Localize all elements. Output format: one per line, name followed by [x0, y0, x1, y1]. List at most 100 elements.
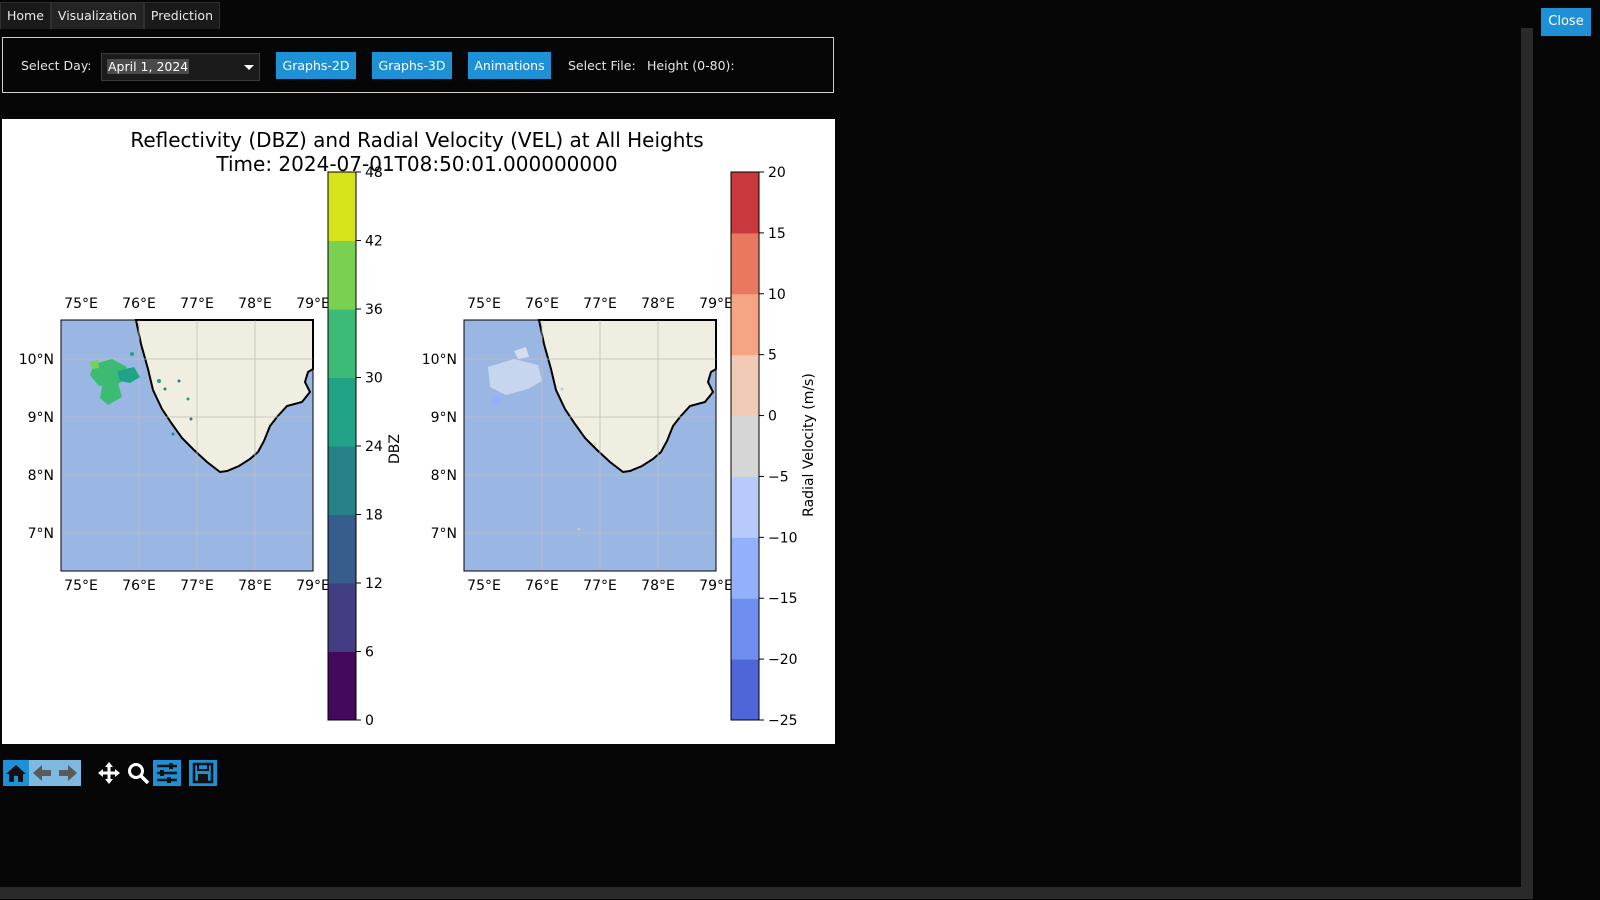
dbz-land	[134, 319, 314, 474]
dbz-colorbar-segment	[328, 446, 356, 515]
tab-bar: Home Visualization Prediction	[0, 0, 220, 30]
vel-top-xtick: 79°E	[699, 296, 733, 312]
vel-colorbar-tick-label: 5	[768, 348, 777, 364]
dbz-bottom-xtick: 79°E	[296, 578, 330, 594]
vel-colorbar-segment	[731, 598, 759, 660]
dbz-top-xtick: 78°E	[238, 296, 272, 312]
dbz-ytick: 9°N	[28, 410, 54, 426]
controls-frame	[2, 37, 834, 93]
day-select[interactable]: April 1, 2024	[101, 53, 260, 81]
dbz-colorbar-tick-label: 36	[365, 302, 383, 318]
vel-bottom-xtick: 78°E	[641, 578, 675, 594]
vel-bottom-xtick: 75°E	[467, 578, 501, 594]
dbz-colorbar-tick-label: 12	[365, 576, 383, 592]
vel-colorbar: −25 −20 −15 −10 −5 0 5 10 15 20	[730, 165, 798, 729]
dbz-colorbar-tick-label: 18	[365, 508, 383, 524]
graphs-3d-button[interactable]: Graphs-3D	[372, 52, 452, 79]
animations-button[interactable]: Animations	[468, 52, 551, 79]
vel-bottom-xtick: 76°E	[525, 578, 559, 594]
home-icon[interactable]	[3, 760, 29, 786]
dbz-bottom-xtick: 75°E	[64, 578, 98, 594]
vel-land	[537, 319, 717, 474]
configure-subplots-icon[interactable]	[153, 760, 181, 786]
vel-top-xtick: 77°E	[583, 296, 617, 312]
dbz-bottom-xtick: 77°E	[180, 578, 214, 594]
dbz-ytick: 7°N	[28, 526, 54, 542]
tab-home[interactable]: Home	[0, 2, 51, 29]
dbz-colorbar-tick-label: 6	[365, 645, 374, 661]
vel-colorbar-segment	[731, 354, 759, 417]
vel-colorbar-tick-label: 15	[768, 226, 786, 242]
vel-colorbar-segment	[731, 415, 759, 477]
close-button[interactable]: Close	[1541, 8, 1591, 36]
dbz-top-xtick: 76°E	[122, 296, 156, 312]
vel-colorbar-frame	[730, 171, 760, 721]
horizontal-scrollbar[interactable]	[0, 887, 1533, 899]
dbz-map-panel: 75°E 76°E 77°E 78°E 79°E 75°E 76°E 77°E …	[19, 296, 330, 594]
tab-visualization[interactable]: Visualization	[50, 2, 144, 29]
vel-top-xtick: 75°E	[467, 296, 501, 312]
dbz-bottom-xtick: 78°E	[238, 578, 272, 594]
vel-ytick: 10°N	[422, 352, 457, 368]
dbz-colorbar-segment	[328, 309, 356, 378]
dbz-colorbar-tick-label: 42	[365, 234, 383, 250]
vel-colorbar-tick-label: −20	[768, 652, 798, 668]
select-day-label: Select Day:	[21, 58, 92, 73]
figure-title: Reflectivity (DBZ) and Radial Velocity (…	[130, 128, 703, 152]
vel-colorbar-segment	[731, 537, 759, 599]
tab-prediction[interactable]: Prediction	[143, 2, 220, 29]
vel-colorbar-segment	[731, 172, 759, 234]
vel-colorbar-label: Radial Velocity (m/s)	[801, 373, 817, 517]
radar-figure: Reflectivity (DBZ) and Radial Velocity (…	[19, 128, 817, 729]
dbz-colorbar-tick-label: 30	[365, 371, 383, 387]
vel-ytick: 9°N	[431, 410, 457, 426]
vel-bottom-xtick: 79°E	[699, 578, 733, 594]
plot-canvas[interactable]: Reflectivity (DBZ) and Radial Velocity (…	[2, 119, 835, 744]
vel-top-xtick: 78°E	[641, 296, 675, 312]
dbz-map-frame	[60, 319, 314, 572]
dbz-colorbar-segment	[328, 583, 356, 652]
vel-colorbar-tick-label: 20	[768, 165, 786, 181]
vel-colorbar-tick-label: −15	[768, 591, 798, 607]
figure-subtitle: Time: 2024-07-01T08:50:01.000000000	[215, 152, 617, 176]
forward-arrow-icon[interactable]	[55, 760, 81, 786]
dbz-colorbar-tick-label: 48	[365, 165, 383, 181]
vel-bottom-xtick: 77°E	[583, 578, 617, 594]
dbz-colorbar-label: DBZ	[387, 434, 403, 464]
save-floppy-icon[interactable]	[189, 760, 217, 786]
height-label: Height (0-80):	[647, 58, 735, 73]
vel-colorbar-tick-label: −10	[768, 530, 798, 546]
dbz-gridlines	[61, 320, 313, 571]
dbz-colorbar-segment	[328, 377, 356, 447]
dbz-colorbar-tick-label: 0	[365, 713, 374, 729]
vel-colorbar-tick-label: 0	[768, 409, 777, 425]
vel-colorbar-tick-label: −5	[768, 469, 789, 485]
dbz-top-xtick: 75°E	[64, 296, 98, 312]
vertical-scrollbar[interactable]	[1521, 28, 1533, 898]
dbz-colorbar: 0 6 12 18 24 30 36 42 48	[327, 165, 383, 729]
vel-colorbar-tick-label: 10	[768, 287, 786, 303]
dbz-bottom-xtick: 76°E	[122, 578, 156, 594]
dbz-ytick: 10°N	[19, 352, 54, 368]
dbz-colorbar-segment	[328, 172, 356, 241]
vel-colorbar-segment	[731, 232, 759, 295]
dbz-ytick: 8°N	[28, 468, 54, 484]
vel-colorbar-segment	[731, 293, 759, 356]
day-select-value: April 1, 2024	[107, 59, 190, 74]
pan-move-icon[interactable]	[95, 760, 123, 786]
back-arrow-icon[interactable]	[29, 760, 55, 786]
vel-colorbar-segment	[731, 659, 759, 721]
vel-gridlines	[464, 320, 716, 571]
dbz-top-xtick: 77°E	[180, 296, 214, 312]
chevron-down-icon	[244, 65, 254, 70]
vel-ytick: 8°N	[431, 468, 457, 484]
vel-colorbar-segment	[731, 476, 759, 538]
dbz-top-xtick: 79°E	[296, 296, 330, 312]
dbz-colorbar-tick-label: 24	[365, 439, 383, 455]
zoom-magnifier-icon[interactable]	[125, 760, 151, 786]
vel-ytick: 7°N	[431, 526, 457, 542]
vel-echoes	[488, 347, 597, 530]
graphs-2d-button[interactable]: Graphs-2D	[276, 52, 356, 79]
vel-map-panel: 75°E 76°E 77°E 78°E 79°E 75°E 76°E 77°E …	[422, 296, 733, 594]
vel-top-xtick: 76°E	[525, 296, 559, 312]
